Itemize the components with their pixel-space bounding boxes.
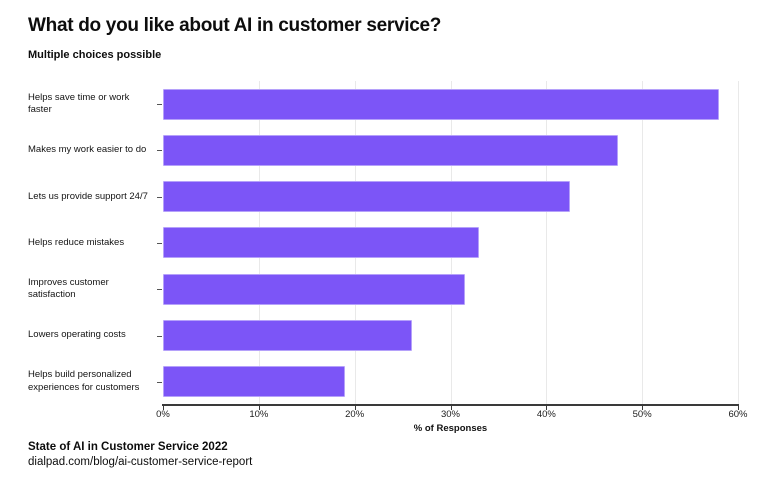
chart-row: Lowers operating costs	[28, 312, 738, 358]
category-label: Helps save time or work faster	[28, 91, 130, 116]
chart-row: Helps build personalized experiences for…	[28, 359, 738, 405]
y-tick-mark	[157, 150, 162, 152]
chart-subtitle: Multiple choices possible	[28, 49, 162, 61]
y-tick-mark	[157, 196, 162, 198]
bar-track	[163, 174, 738, 220]
bar-track	[163, 359, 738, 405]
x-axis-line	[162, 404, 739, 406]
bar-track	[163, 81, 738, 127]
x-tick-mark	[163, 406, 164, 410]
category-label: Improves customer satisfaction	[28, 276, 109, 301]
x-tick-mark	[258, 406, 260, 410]
x-tick-label: 60%	[728, 409, 748, 420]
bar	[163, 366, 346, 398]
bar-track	[163, 266, 738, 312]
source-title: State of AI in Customer Service 2022	[28, 441, 228, 453]
x-axis-title: % of Responses	[413, 423, 488, 434]
x-tick-label: 10%	[249, 409, 269, 420]
bar-track	[163, 312, 738, 358]
gridline	[546, 81, 548, 405]
category-label: Helps reduce mistakes	[28, 236, 125, 248]
bar	[163, 320, 413, 352]
bar-track	[163, 127, 738, 173]
x-tick-label: 50%	[632, 409, 652, 420]
y-tick-mark	[157, 381, 162, 383]
bar	[163, 88, 719, 120]
y-tick-mark	[157, 242, 162, 244]
bar	[163, 273, 465, 305]
gridline	[738, 81, 739, 405]
y-tick-mark	[157, 104, 162, 106]
chart-row: Lets us provide support 24/7	[28, 174, 738, 220]
chart-row: Helps save time or work faster	[28, 81, 738, 127]
category-label: Lets us provide support 24/7	[28, 190, 148, 202]
chart-row: Helps reduce mistakes	[28, 220, 738, 266]
x-tick-label: 20%	[345, 409, 365, 420]
source-url: dialpad.com/blog/ai-customer-service-rep…	[28, 456, 253, 468]
x-tick-mark	[546, 406, 548, 410]
chart-title: What do you like about AI in customer se…	[28, 15, 442, 36]
bar-rows: Helps save time or work faster Makes my w…	[28, 81, 738, 405]
gridline	[642, 81, 644, 405]
bar	[163, 134, 619, 166]
x-tick-label: 40%	[536, 409, 556, 420]
category-label: Helps build personalized experiences for…	[28, 369, 140, 393]
bar-track	[163, 220, 738, 266]
x-tick-mark	[450, 406, 452, 410]
chart-row: Makes my work easier to do	[28, 127, 738, 173]
x-tick-mark	[354, 406, 356, 410]
bar	[163, 227, 480, 259]
x-tick-mark	[738, 406, 739, 410]
x-tick-label: 0%	[156, 409, 170, 420]
category-label: Lowers operating costs	[28, 329, 126, 341]
x-tick-label: 30%	[440, 409, 461, 420]
chart-row: Improves customer satisfaction	[28, 266, 738, 312]
y-tick-mark	[157, 335, 162, 337]
category-label: Makes my work easier to do	[28, 144, 147, 156]
x-tick-mark	[642, 406, 644, 410]
bar	[163, 181, 571, 213]
y-tick-mark	[157, 289, 162, 291]
